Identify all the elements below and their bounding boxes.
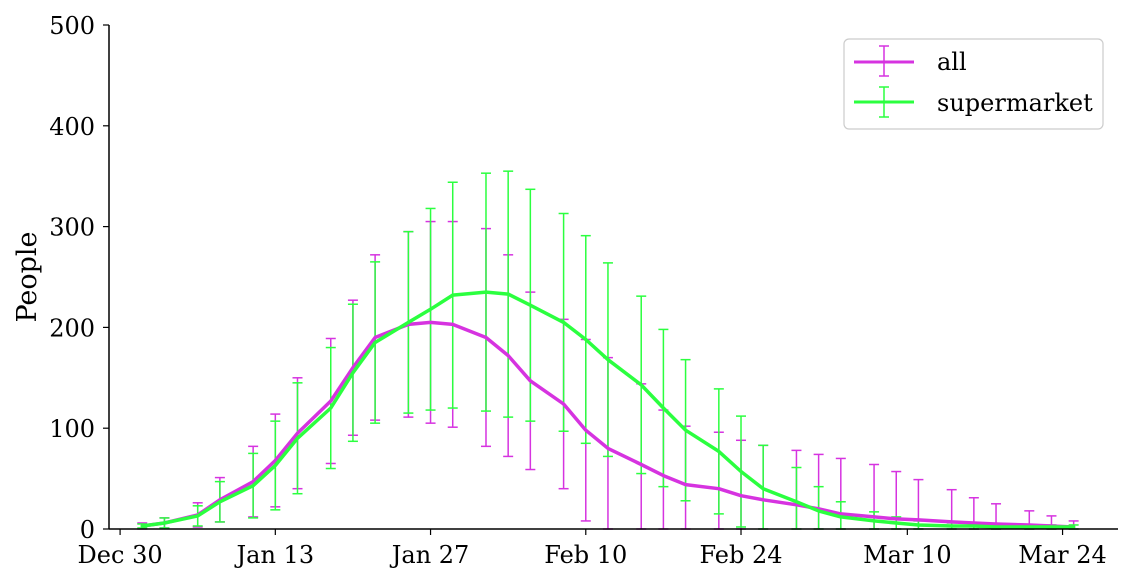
series-line-all: [140, 320, 1076, 529]
x-tick-label: Mar 24: [1018, 541, 1107, 569]
x-ticks: Dec 30 Jan 13 Jan 27 Feb 10 Feb 24 Mar 10 Mar …: [78, 529, 1107, 569]
x-tick-label: Mar 10: [863, 541, 952, 569]
axes: Dec 30 Jan 13 Jan 27 Feb 10 Feb 24 Mar 10 Mar …: [12, 12, 1118, 569]
x-tick-label: Jan 13: [234, 541, 315, 569]
legend-label-all: all: [937, 48, 967, 76]
y-axis-label: People: [12, 231, 43, 322]
legend-entry-all: all: [854, 45, 967, 77]
legend: all supermarket: [843, 38, 1104, 130]
series-line-supermarket: [140, 290, 1076, 529]
x-tick-label: Feb 10: [544, 541, 627, 569]
legend-entry-supermarket: supermarket: [854, 86, 1093, 118]
x-tick-label: Feb 24: [699, 541, 782, 569]
x-tick-label: Dec 30: [78, 541, 163, 569]
x-tick-label: Jan 27: [389, 541, 470, 569]
y-tick-label: 400: [49, 113, 95, 141]
y-tick-label: 100: [49, 415, 95, 443]
plot-area: [137, 170, 1079, 530]
y-tick-label: 0: [80, 516, 95, 544]
y-tick-label: 300: [49, 214, 95, 242]
y-tick-label: 500: [49, 12, 95, 40]
y-tick-label: 200: [49, 314, 95, 342]
legend-label-supermarket: supermarket: [937, 89, 1093, 117]
y-ticks: 0 100 200 300 400 500: [49, 12, 109, 544]
